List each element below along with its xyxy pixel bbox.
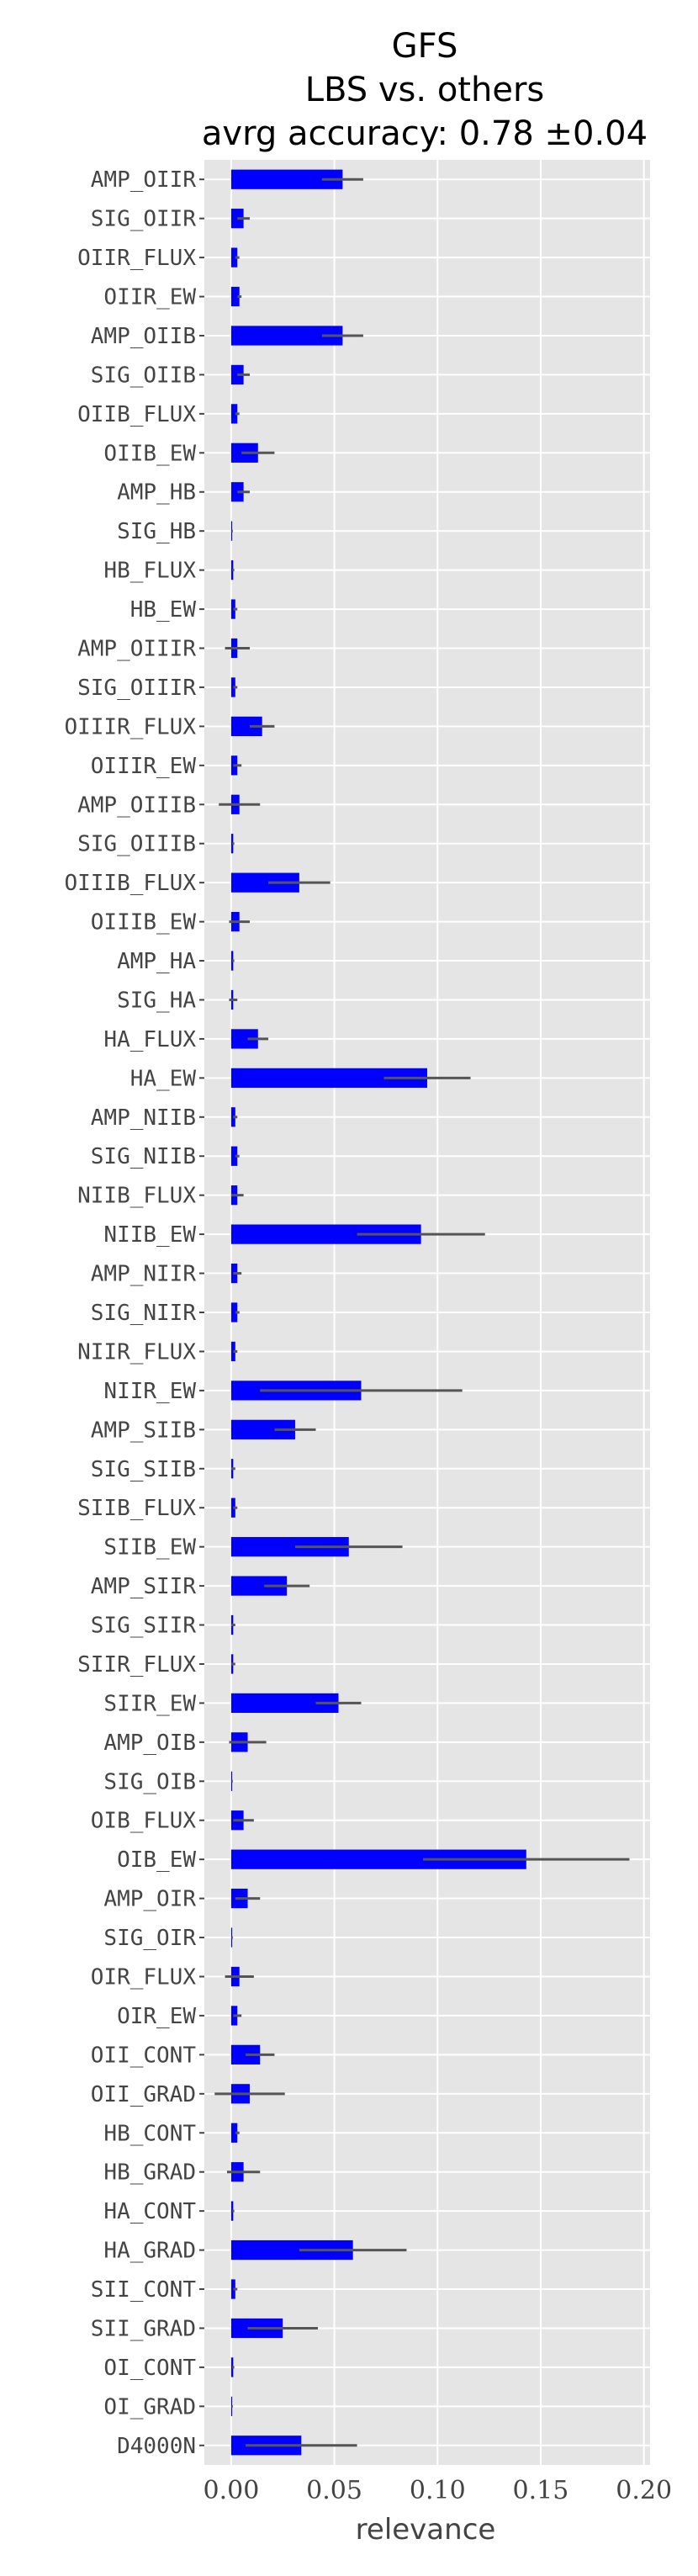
x-tick-labels: 0.00 0.05 0.10 0.15 0.20 bbox=[203, 2476, 672, 2505]
y-tick-label: AMP_OIIIB bbox=[77, 792, 196, 818]
bar bbox=[230, 872, 299, 893]
y-tick-label: SIG_NIIB bbox=[91, 1144, 196, 1169]
y-tick-label: SIG_SIIB bbox=[91, 1457, 196, 1482]
y-tick-label: D4000N bbox=[117, 2434, 196, 2459]
y-tick-label: OIIIR_EW bbox=[91, 754, 197, 779]
y-tick-label: SIIR_FLUX bbox=[77, 1652, 196, 1678]
x-tick-label: 0.05 bbox=[306, 2476, 362, 2505]
y-tick-label: SII_GRAD bbox=[91, 2316, 196, 2341]
bar bbox=[230, 404, 238, 424]
y-tick-label: OIB_EW bbox=[117, 1847, 196, 1873]
y-tick-label: OI_CONT bbox=[103, 2356, 196, 2381]
bar bbox=[230, 1576, 288, 1596]
bar bbox=[230, 1302, 238, 1322]
y-tick-label: AMP_HB bbox=[117, 480, 196, 506]
y-tick-label: OIIB_EW bbox=[103, 441, 196, 466]
y-tick-label: AMP_OIR bbox=[103, 1887, 196, 1912]
y-tick-label: SIG_OIIR bbox=[91, 207, 197, 232]
x-tick-label: 0.00 bbox=[203, 2476, 259, 2505]
x-tick-label: 0.20 bbox=[616, 2476, 672, 2505]
y-tick-label: OII_CONT bbox=[91, 2043, 197, 2068]
y-tick-labels: AMP_OIIR SIG_OIIR OIIR_FLUX OIIR_EW AMP_OIIB… bbox=[64, 167, 204, 2459]
bar bbox=[230, 1029, 258, 1049]
y-tick-label: HA_GRAD bbox=[103, 2239, 196, 2264]
bar bbox=[230, 1068, 427, 1088]
y-tick-label: AMP_SIIB bbox=[91, 1418, 196, 1443]
x-tick-label: 0.10 bbox=[410, 2476, 466, 2505]
y-tick-label: SIG_OIR bbox=[103, 1926, 196, 1951]
bar bbox=[230, 1849, 526, 1869]
chart-title-line-3: avrg accuracy: 0.78 ±0.04 bbox=[202, 114, 648, 153]
chart-title-line-2: LBS vs. others bbox=[305, 71, 544, 109]
y-tick-label: OI_GRAD bbox=[103, 2394, 196, 2420]
bar bbox=[230, 2123, 238, 2143]
y-tick-label: AMP_OIB bbox=[103, 1731, 196, 1756]
y-tick-label: SIG_NIIR bbox=[91, 1301, 197, 1326]
y-tick-label: AMP_OIIR bbox=[91, 167, 197, 193]
bar bbox=[230, 1537, 349, 1557]
y-tick-label: NIIB_FLUX bbox=[77, 1184, 196, 1209]
error-bars-group bbox=[214, 178, 630, 2447]
bar bbox=[230, 1146, 238, 1166]
y-tick-label: OIIIB_FLUX bbox=[64, 871, 196, 896]
y-tick-label: HB_EW bbox=[130, 597, 197, 623]
y-tick-label: HA_CONT bbox=[103, 2199, 196, 2224]
y-tick-label: SIG_OIIB bbox=[91, 363, 196, 388]
bar bbox=[230, 716, 262, 736]
y-tick-label: OIR_FLUX bbox=[91, 1964, 197, 1990]
y-tick-label: SIIR_EW bbox=[103, 1691, 196, 1716]
y-tick-label: HB_GRAD bbox=[103, 2160, 196, 2186]
y-tick-label: OIB_FLUX bbox=[91, 1809, 197, 1834]
y-tick-label: HA_EW bbox=[130, 1066, 197, 1091]
y-tick-label: SIIB_EW bbox=[103, 1535, 196, 1561]
y-tick-label: NIIR_EW bbox=[103, 1379, 196, 1404]
y-tick-label: SIG_HA bbox=[117, 988, 196, 1013]
grid-lines bbox=[204, 160, 650, 2465]
y-tick-label: OII_GRAD bbox=[91, 2082, 196, 2107]
bar bbox=[230, 1224, 421, 1244]
y-tick-label: OIIIR_FLUX bbox=[64, 714, 196, 739]
y-tick-label: AMP_SIIR bbox=[91, 1574, 197, 1599]
bar bbox=[230, 326, 343, 346]
y-tick-label: OIIR_FLUX bbox=[77, 246, 196, 271]
y-tick-label: AMP_NIIR bbox=[91, 1262, 197, 1287]
y-tick-label: HB_CONT bbox=[103, 2121, 196, 2146]
bar bbox=[230, 247, 238, 268]
y-tick-label: OIIB_FLUX bbox=[77, 402, 196, 427]
y-tick-label: OIIIB_EW bbox=[91, 910, 197, 936]
bar bbox=[230, 169, 343, 189]
y-tick-label: AMP_NIIB bbox=[91, 1105, 196, 1131]
y-tick-label: SIG_HB bbox=[117, 519, 196, 544]
y-tick-label: HB_FLUX bbox=[103, 559, 196, 584]
y-tick-label: SIIB_FLUX bbox=[77, 1496, 196, 1521]
y-tick-label: AMP_OIIIR bbox=[77, 637, 196, 662]
x-tick-label: 0.15 bbox=[513, 2476, 569, 2505]
y-tick-label: OIIR_EW bbox=[103, 285, 196, 310]
y-tick-label: HA_FLUX bbox=[103, 1027, 196, 1052]
bar bbox=[230, 2239, 353, 2261]
chart-title-line-1: GFS bbox=[392, 27, 458, 66]
y-tick-label: NIIB_EW bbox=[103, 1222, 196, 1248]
y-tick-label: SII_CONT bbox=[91, 2277, 197, 2303]
bar bbox=[230, 286, 240, 307]
y-tick-label: OIR_EW bbox=[117, 2004, 196, 2029]
y-tick-label: NIIR_FLUX bbox=[77, 1339, 196, 1365]
y-tick-label: AMP_HA bbox=[117, 949, 196, 974]
bar bbox=[230, 1419, 295, 1439]
y-tick-label: AMP_OIIB bbox=[91, 324, 196, 349]
y-tick-label: SIG_OIB bbox=[103, 1769, 196, 1794]
bar bbox=[230, 1693, 339, 1714]
y-tick-label: SIG_OIIIB bbox=[77, 832, 196, 857]
x-axis-label: relevance bbox=[356, 2513, 496, 2547]
y-tick-label: SIG_OIIIR bbox=[77, 676, 196, 701]
y-tick-label: SIG_SIIR bbox=[91, 1614, 197, 1639]
